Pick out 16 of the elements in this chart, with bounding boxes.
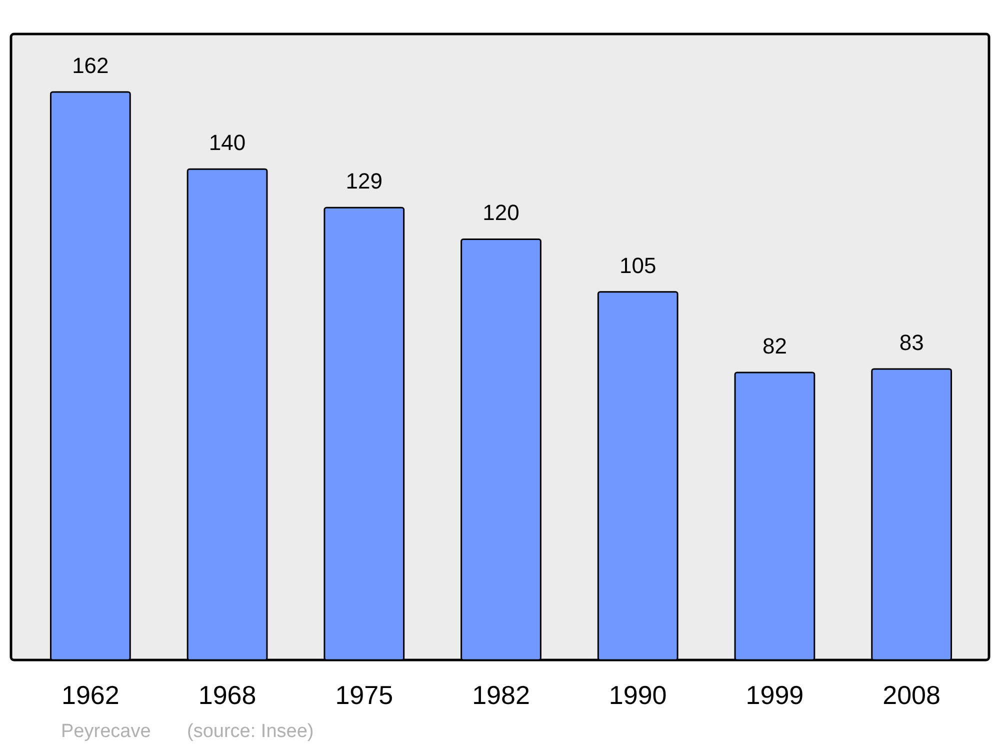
data-label: 162 <box>72 52 109 78</box>
x-tick-label: 1982 <box>472 680 530 710</box>
x-tick-label: 1975 <box>335 680 394 710</box>
x-tick-label: 1968 <box>198 680 256 710</box>
data-label: 120 <box>482 200 520 226</box>
data-label: 83 <box>899 330 924 355</box>
data-label: 105 <box>620 252 656 278</box>
x-tick-label: 2008 <box>882 680 940 710</box>
text: (source: Insee) <box>187 721 314 742</box>
x-tick-label: 1990 <box>608 680 667 710</box>
data-label: 140 <box>208 130 246 156</box>
data-label: 129 <box>346 168 382 194</box>
data-label: 82 <box>762 333 787 358</box>
text: Peyrecave <box>61 721 151 742</box>
x-tick-label: 1962 <box>62 680 120 710</box>
x-tick-label: 1999 <box>746 680 804 710</box>
